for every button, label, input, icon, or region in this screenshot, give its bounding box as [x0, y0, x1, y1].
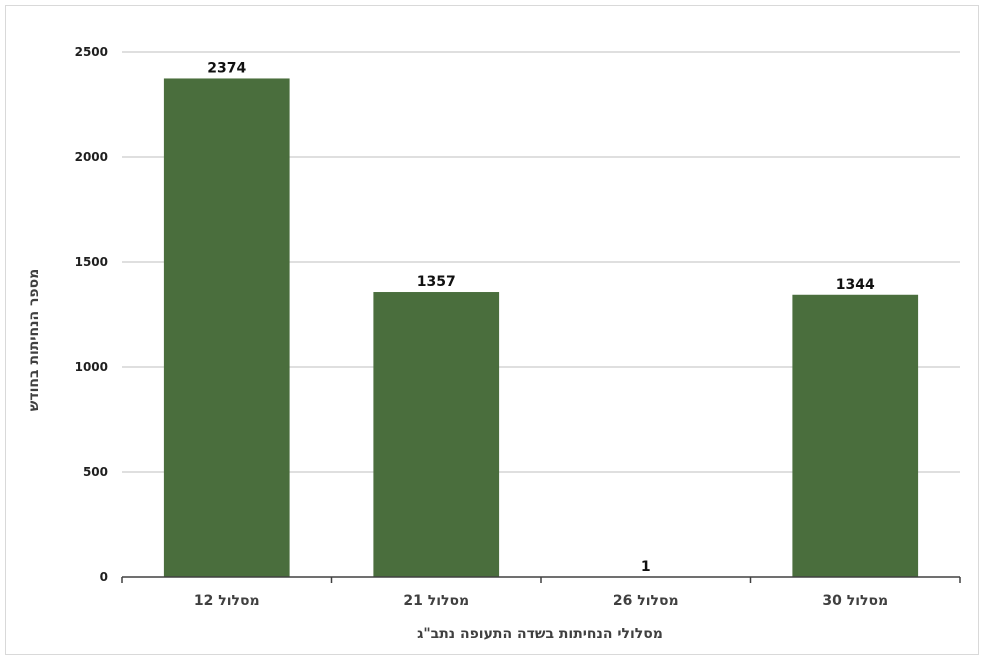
data-label: 1344: [836, 277, 875, 293]
y-tick-label: 1500: [75, 255, 108, 269]
x-tick-label: מסלול 12: [194, 593, 260, 609]
x-axis-title: מסלולי הנחיתות בשדה התעופה נתב"ג: [417, 626, 663, 642]
data-label: 1357: [417, 274, 456, 290]
y-tick-label: 1000: [75, 360, 108, 374]
data-label: 2374: [207, 60, 246, 76]
x-tick-label: מסלול 26: [613, 593, 679, 609]
y-tick-label: 2500: [75, 45, 108, 59]
x-tick-label: מסלול 30: [822, 593, 888, 609]
y-tick-label: 2000: [75, 150, 108, 164]
y-axis-title: מספר הנחיתות בחודש: [26, 269, 42, 411]
x-tick-label: מסלול 21: [403, 593, 469, 609]
data-label: 1: [641, 559, 651, 575]
bar: [792, 295, 918, 577]
y-tick-label: 500: [83, 465, 108, 479]
axes: [122, 577, 960, 583]
bars: [164, 78, 918, 577]
y-tick-label: 0: [100, 570, 108, 584]
bar: [373, 292, 499, 577]
bar: [164, 78, 290, 577]
